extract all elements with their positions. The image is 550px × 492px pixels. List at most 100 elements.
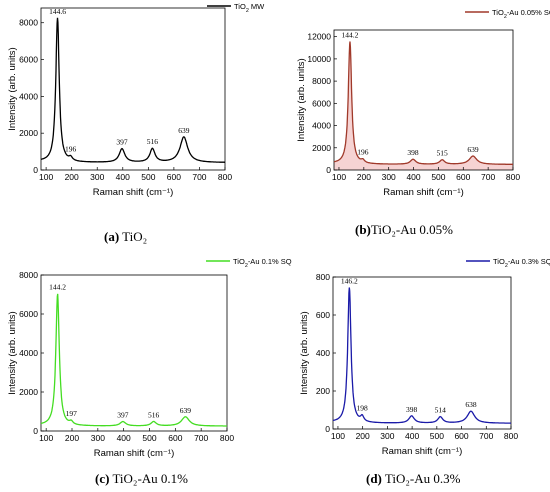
chart-c: 100 200 300 400 500 600 700 8000200040006000800… xyxy=(7,257,292,459)
series-line xyxy=(333,287,511,424)
y-tick-label: 0 xyxy=(326,165,331,175)
x-tick-label: 800 xyxy=(504,431,518,441)
y-tick-label: 8000 xyxy=(312,76,331,86)
legend-label: TiO2-Au 0.05% SQ xyxy=(492,8,550,20)
caption-text: TiO₂ xyxy=(119,229,148,244)
x-axis-label: Raman shift (cm⁻¹) xyxy=(93,187,174,198)
caption-a: (a) TiO₂ xyxy=(104,229,147,245)
y-tick-label: 400 xyxy=(316,348,330,358)
peak-label: 196 xyxy=(357,148,369,157)
plot-frame xyxy=(40,7,226,171)
x-tick-label: 600 xyxy=(456,172,470,182)
x-tick-label: 300 xyxy=(382,172,396,182)
peak-label: 197 xyxy=(66,409,78,418)
peak-label: 516 xyxy=(147,137,159,146)
x-tick-label: 500 xyxy=(141,172,155,182)
y-axis-label: Intensity (arb. units) xyxy=(296,58,307,141)
peak-label: 516 xyxy=(148,410,160,419)
x-tick-label: 600 xyxy=(167,172,181,182)
x-tick-label: 400 xyxy=(116,172,130,182)
plot-frame xyxy=(333,29,514,171)
y-tick-label: 2000 xyxy=(19,387,38,397)
x-tick-label: 600 xyxy=(168,433,182,443)
y-tick-label: 12000 xyxy=(307,32,331,42)
peak-label: 398 xyxy=(406,405,418,414)
peak-label: 146.2 xyxy=(341,276,358,285)
x-tick-label: 100 xyxy=(332,172,346,182)
y-tick-label: 2000 xyxy=(19,128,38,138)
x-tick-label: 200 xyxy=(357,172,371,182)
series-line xyxy=(41,293,227,427)
caption-letter: (a) xyxy=(104,229,120,244)
panel-c: 100 200 300 400 500 600 700 800 0 2000 4000 6000 800… xyxy=(0,246,292,492)
x-tick-label: 500 xyxy=(430,431,444,441)
x-tick-label: 700 xyxy=(192,172,206,182)
y-tick-label: 0 xyxy=(33,426,38,436)
y-axis-label: Intensity (arb. units) xyxy=(7,47,18,130)
y-tick-label: 600 xyxy=(316,310,330,320)
caption-text: TiO₂-Au 0.3% xyxy=(381,471,461,486)
y-tick-label: 4000 xyxy=(19,348,38,358)
x-tick-label: 700 xyxy=(481,172,495,182)
y-axis-label: Intensity (arb. units) xyxy=(299,311,310,394)
x-tick-label: 800 xyxy=(220,433,234,443)
y-tick-label: 0 xyxy=(33,165,38,175)
caption-c: (c) TiO₂-Au 0.1% xyxy=(95,471,188,487)
x-tick-label: 700 xyxy=(479,431,493,441)
chart-a: 100 200 300 400 500 600 700 8000200040006000800… xyxy=(7,2,265,198)
x-tick-label: 400 xyxy=(117,433,131,443)
peak-label: 198 xyxy=(357,404,369,413)
y-axis-label: Intensity (arb. units) xyxy=(7,311,18,394)
x-tick-label: 500 xyxy=(142,433,156,443)
x-tick-label: 600 xyxy=(454,431,468,441)
x-tick-label: 100 xyxy=(39,172,53,182)
y-tick-label: 4000 xyxy=(312,121,331,131)
caption-letter: (b) xyxy=(355,222,371,237)
plot-frame xyxy=(40,274,228,432)
legend-label: TiO2 MW xyxy=(234,2,265,14)
y-tick-label: 8000 xyxy=(19,270,38,280)
peak-label: 144.2 xyxy=(342,30,359,39)
x-axis-label: Raman shift (cm⁻¹) xyxy=(382,446,463,457)
x-axis-label: Raman shift (cm⁻¹) xyxy=(94,448,175,459)
x-tick-label: 400 xyxy=(405,431,419,441)
peak-label: 514 xyxy=(435,406,447,415)
caption-letter: (c) xyxy=(95,471,110,486)
series-area xyxy=(334,41,513,170)
y-tick-label: 4000 xyxy=(19,91,38,101)
peak-label: 196 xyxy=(65,144,77,153)
peak-label: 515 xyxy=(437,149,449,158)
x-tick-label: 200 xyxy=(356,431,370,441)
y-tick-label: 6000 xyxy=(19,309,38,319)
x-tick-label: 700 xyxy=(194,433,208,443)
caption-letter: (d) xyxy=(366,471,382,486)
series-line xyxy=(333,41,513,165)
peak-label: 639 xyxy=(467,145,479,154)
caption-d: (d) TiO₂-Au 0.3% xyxy=(366,471,460,487)
y-tick-label: 6000 xyxy=(312,98,331,108)
x-tick-label: 300 xyxy=(90,172,104,182)
panel-d: 100 200 300 400 500 600 700 800 0 200 400 600 800 Ram… xyxy=(275,246,550,492)
peak-label: 398 xyxy=(407,148,419,157)
peak-label: 639 xyxy=(180,406,192,415)
x-tick-label: 400 xyxy=(406,172,420,182)
peak-label: 397 xyxy=(117,411,129,420)
x-tick-label: 500 xyxy=(431,172,445,182)
series-line xyxy=(40,17,225,163)
legend-label: TiO2-Au 0.3% SQ xyxy=(493,257,550,269)
chart-d: 100 200 300 400 500 600 700 800 0 200 400 600 800 Ram… xyxy=(299,257,550,457)
x-tick-label: 800 xyxy=(218,172,232,182)
x-axis-label: Raman shift (cm⁻¹) xyxy=(383,187,464,198)
peak-label: 144.2 xyxy=(49,283,66,292)
peak-label: 144.6 xyxy=(49,7,66,16)
caption-text: TiO₂-Au 0.1% xyxy=(109,471,189,486)
x-tick-label: 100 xyxy=(39,433,53,443)
x-tick-label: 800 xyxy=(506,172,520,182)
peak-label: 638 xyxy=(465,400,477,409)
y-tick-label: 8000 xyxy=(19,18,38,28)
x-tick-label: 200 xyxy=(65,433,79,443)
y-tick-label: 6000 xyxy=(19,55,38,65)
x-tick-label: 300 xyxy=(380,431,394,441)
panel-b: 100 200 300 400 500 600 700 800 0 2000 4000 6000 800… xyxy=(275,0,550,246)
x-tick-label: 300 xyxy=(91,433,105,443)
